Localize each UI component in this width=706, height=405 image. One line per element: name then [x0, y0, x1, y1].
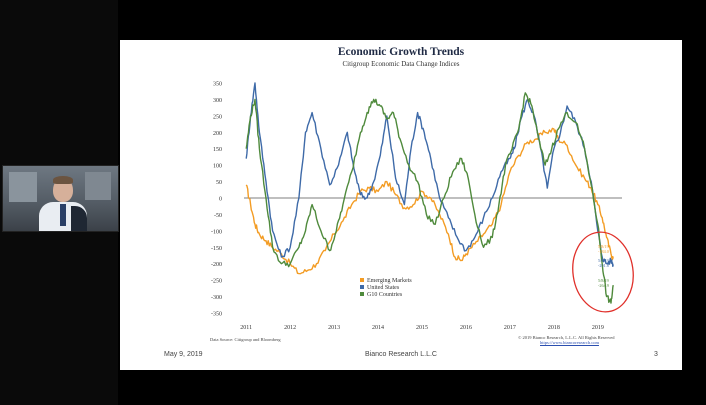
x-tick-label: 2015: [416, 325, 428, 331]
legend-swatch-em: [360, 278, 364, 282]
series-line-em: [245, 127, 614, 275]
y-tick-label: -350: [211, 312, 222, 318]
y-tick-label: -50: [214, 213, 222, 219]
copyright-link[interactable]: https://www.biancoresearch.com: [540, 340, 599, 345]
presenter-webcam-feed: [2, 165, 119, 232]
legend-swatch-g10: [360, 292, 364, 296]
chart-subtitle: Citigroup Economic Data Change Indices: [342, 60, 460, 68]
economic-growth-chart: 350 300 250 200 150 100 50 0 -50 -100 -150 -200 -250…: [211, 82, 634, 331]
x-tick-label: 2016: [460, 325, 472, 331]
y-tick-label: -300: [211, 295, 222, 301]
y-tick-label: -150: [211, 246, 222, 252]
y-tick-label: -100: [211, 229, 222, 235]
x-tick-label: 2017: [504, 325, 516, 331]
x-tick-label: 2018: [548, 325, 560, 331]
latest-value-label-us: 5/8/19: [598, 258, 609, 263]
latest-value-label-em: -184.0: [598, 249, 609, 254]
slide-firm: Bianco Research L.L.C: [365, 351, 437, 358]
y-tick-label: 50: [216, 180, 222, 186]
legend-label-g10: G10 Countries: [367, 292, 403, 298]
y-tick-label: 350: [213, 82, 222, 88]
chart-title: Economic Growth Trends: [337, 46, 465, 58]
slide-date: May 9, 2019: [164, 351, 203, 358]
x-tick-label: 2012: [284, 325, 296, 331]
legend-swatch-us: [360, 285, 364, 289]
y-tick-label: 100: [213, 164, 222, 170]
legend-label-em: Emerging Markets: [367, 278, 412, 284]
x-tick-label: 2014: [372, 325, 384, 331]
presentation-slide: Economic Growth Trends Citigroup Economi…: [120, 40, 682, 370]
x-tick-label: 2013: [328, 325, 340, 331]
y-tick-label: -250: [211, 279, 222, 285]
series-line-g10: [245, 92, 614, 304]
x-tick-label: 2019: [592, 325, 604, 331]
series-line-us: [245, 82, 614, 268]
slide-page-number: 3: [654, 351, 658, 358]
legend-label-us: United States: [367, 285, 400, 291]
y-tick-label: -200: [211, 262, 222, 268]
y-tick-label: 150: [213, 147, 222, 153]
latest-value-label-em: 5/8/19: [598, 244, 609, 249]
latest-value-label-g10: 5/8/19: [598, 278, 609, 283]
y-tick-label: 0: [219, 197, 222, 203]
highlight-circle: [572, 231, 634, 313]
y-tick-label: 300: [213, 98, 222, 104]
copyright-note: © 2019 Bianco Research, L.L.C. All Right…: [518, 335, 615, 340]
latest-value-label-g10: -264.9: [598, 283, 609, 288]
latest-value-label-us: -201.8: [598, 263, 609, 268]
x-tick-label: 2011: [240, 325, 252, 331]
data-source-note: Data Source: Citigroup and Bloomberg: [210, 337, 281, 342]
y-tick-label: 200: [213, 131, 222, 137]
y-tick-label: 250: [213, 114, 222, 120]
